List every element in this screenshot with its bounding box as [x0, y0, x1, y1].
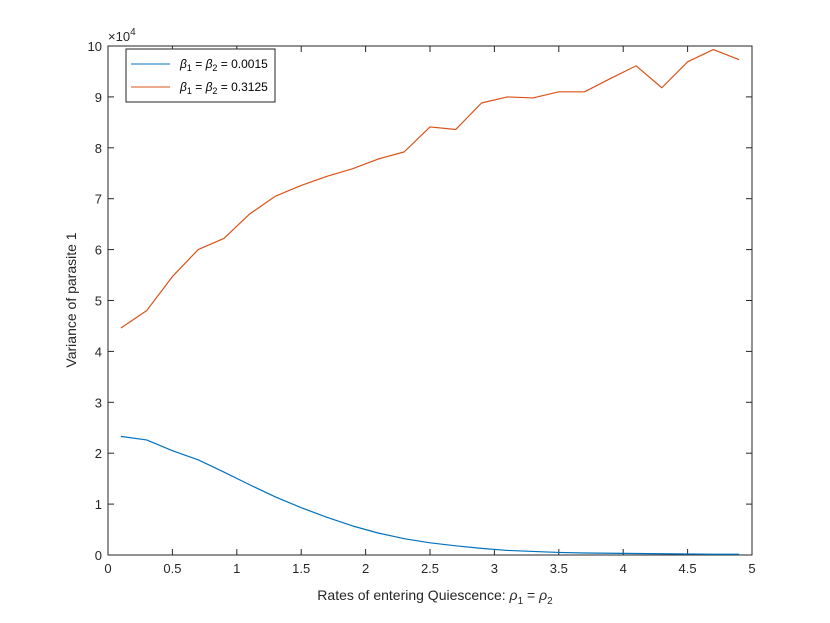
x-tick-label: 2.5 — [421, 561, 439, 576]
y-exponent-label: ×104 — [108, 27, 136, 44]
x-tick-label: 5 — [748, 561, 755, 576]
x-axis-title: Rates of entering Quiescence: ρ1 = ρ2 — [317, 587, 553, 607]
x-tick-label: 4 — [620, 561, 627, 576]
series-layer — [120, 48, 740, 555]
x-axis-ticks: 0 0.5 1 1.5 2 2.5 3 3.5 4 4.5 5 — [104, 46, 756, 576]
y-tick-label: 8 — [95, 141, 102, 156]
y-tick-label: 4 — [95, 344, 102, 359]
x-axis-title-rho2: ρ — [538, 587, 547, 603]
y-tick-label: 5 — [95, 294, 102, 309]
x-tick-label: 2 — [362, 561, 369, 576]
series-line-2 — [120, 48, 740, 329]
y-axis-ticks: 0 1 2 3 4 5 6 7 8 9 10 — [88, 39, 752, 563]
x-tick-label: 0.5 — [163, 561, 181, 576]
x-tick-label: 4.5 — [679, 561, 697, 576]
plot-area — [107, 45, 753, 556]
legend-label-series-1: β1 = β2 = 0.0015 — [179, 57, 268, 73]
x-tick-label: 1.5 — [292, 561, 310, 576]
x-tick-label: 3.5 — [550, 561, 568, 576]
x-axis-title-eq: = — [523, 587, 539, 603]
y-exponent-power: 4 — [130, 27, 136, 38]
series-line-1 — [120, 435, 740, 555]
legend: β1 = β2 = 0.0015 β1 = β2 = 0.3125 — [125, 48, 276, 103]
y-tick-label: 1 — [95, 497, 102, 512]
y-axis-title: Variance of parasite 1 — [63, 232, 79, 367]
legend-box — [125, 48, 276, 103]
x-tick-label: 1 — [233, 561, 240, 576]
legend-label-series-2: β1 = β2 = 0.3125 — [179, 80, 268, 96]
y-tick-label: 10 — [88, 39, 102, 54]
x-axis-title-rho1: ρ — [509, 587, 518, 603]
y-exponent-base: ×10 — [108, 29, 130, 44]
x-axis-title-sub2: 2 — [547, 596, 553, 607]
y-tick-label: 3 — [95, 395, 102, 410]
y-tick-label: 7 — [95, 192, 102, 207]
axes-frame — [107, 45, 753, 556]
y-tick-label: 2 — [95, 446, 102, 461]
x-axis-title-sub1: 1 — [518, 596, 524, 607]
x-tick-label: 3 — [491, 561, 498, 576]
y-tick-label: 9 — [95, 90, 102, 105]
x-tick-label: 0 — [104, 561, 111, 576]
y-tick-label: 6 — [95, 243, 102, 258]
x-axis-title-prefix: Rates of entering Quiescence: — [317, 587, 509, 603]
y-tick-label: 0 — [95, 548, 102, 563]
